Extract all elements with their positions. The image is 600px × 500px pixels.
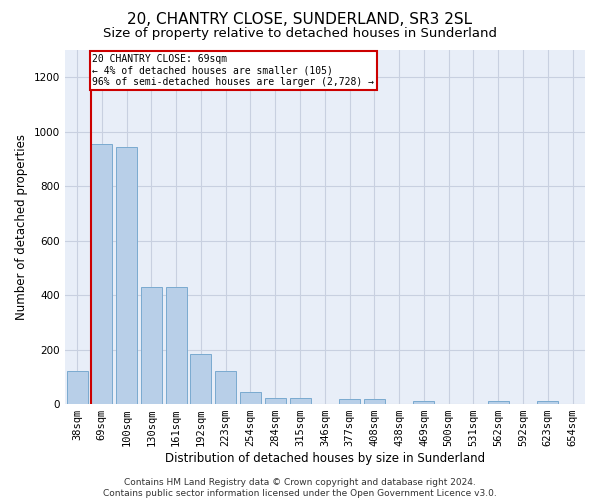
Bar [190, 354, 211, 404]
Bar [290, 398, 311, 404]
Y-axis label: Number of detached properties: Number of detached properties [15, 134, 28, 320]
Bar [364, 400, 385, 404]
Text: Size of property relative to detached houses in Sunderland: Size of property relative to detached ho… [103, 28, 497, 40]
Bar [538, 402, 559, 404]
Bar [413, 402, 434, 404]
Bar [91, 144, 112, 404]
X-axis label: Distribution of detached houses by size in Sunderland: Distribution of detached houses by size … [165, 452, 485, 465]
Bar [339, 400, 360, 404]
Bar [67, 372, 88, 404]
Bar [166, 287, 187, 404]
Bar [488, 402, 509, 404]
Bar [265, 398, 286, 404]
Text: Contains HM Land Registry data © Crown copyright and database right 2024.
Contai: Contains HM Land Registry data © Crown c… [103, 478, 497, 498]
Bar [240, 392, 261, 404]
Text: 20, CHANTRY CLOSE, SUNDERLAND, SR3 2SL: 20, CHANTRY CLOSE, SUNDERLAND, SR3 2SL [127, 12, 473, 28]
Bar [116, 146, 137, 404]
Bar [215, 372, 236, 404]
Text: 20 CHANTRY CLOSE: 69sqm
← 4% of detached houses are smaller (105)
96% of semi-de: 20 CHANTRY CLOSE: 69sqm ← 4% of detached… [92, 54, 374, 88]
Bar [141, 287, 162, 404]
